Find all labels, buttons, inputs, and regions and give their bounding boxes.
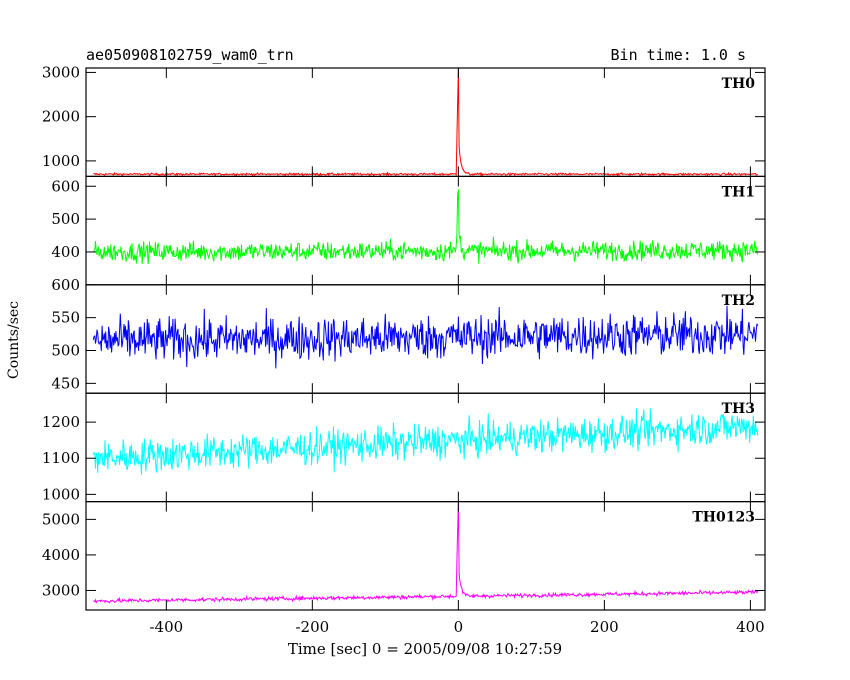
y-tick-label: 500 (51, 341, 80, 359)
panel-frame-th3 (85, 392, 766, 503)
y-tick-label: 1000 (42, 152, 80, 170)
series-line-th0123 (93, 501, 759, 604)
y-axis-label: Counts/sec (6, 301, 22, 379)
chart-title: ae050908102759_wam0_trn (86, 46, 294, 64)
y-tick-label: 1100 (42, 449, 80, 467)
y-tick-label: 2000 (42, 108, 80, 126)
panel-frame-th1 (85, 175, 766, 286)
x-tick-label: -200 (295, 618, 329, 636)
series-line-th1 (92, 189, 759, 265)
bin-time-label: Bin time: 1.0 s (611, 46, 746, 64)
y-tick-label: 5000 (42, 510, 80, 528)
series-line-th3 (92, 408, 759, 475)
x-axis-label: Time [sec] 0 = 2005/09/08 10:27:59 (288, 640, 562, 658)
panel-label-th0123: TH0123 (692, 510, 755, 526)
panel-frame-th0 (85, 67, 766, 178)
y-tick-label: 4000 (42, 546, 80, 564)
y-tick-label: 3000 (42, 63, 80, 81)
series-line-th2 (92, 305, 759, 369)
x-tick-label: 400 (736, 618, 765, 636)
y-tick-label: 400 (51, 243, 80, 261)
y-tick-label: 1200 (42, 413, 80, 431)
y-tick-label: 600 (51, 177, 80, 195)
x-tick-label: 0 (454, 618, 464, 636)
panel-label-th0: TH0 (722, 76, 756, 92)
series-line-th0 (93, 68, 759, 177)
panel-label-th1: TH1 (722, 184, 755, 200)
panel-label-th2: TH2 (722, 293, 755, 309)
y-tick-label: 550 (51, 309, 80, 327)
panel-label-th3: TH3 (722, 401, 755, 417)
y-tick-label: 450 (51, 374, 80, 392)
panel-frame-th0123 (85, 501, 766, 611)
y-tick-label: 500 (51, 210, 80, 228)
x-tick-label: 200 (590, 618, 619, 636)
y-tick-label: 3000 (42, 581, 80, 599)
y-tick-label: 1000 (42, 485, 80, 503)
x-tick-label: -400 (149, 618, 183, 636)
y-tick-label: 600 (51, 276, 80, 294)
